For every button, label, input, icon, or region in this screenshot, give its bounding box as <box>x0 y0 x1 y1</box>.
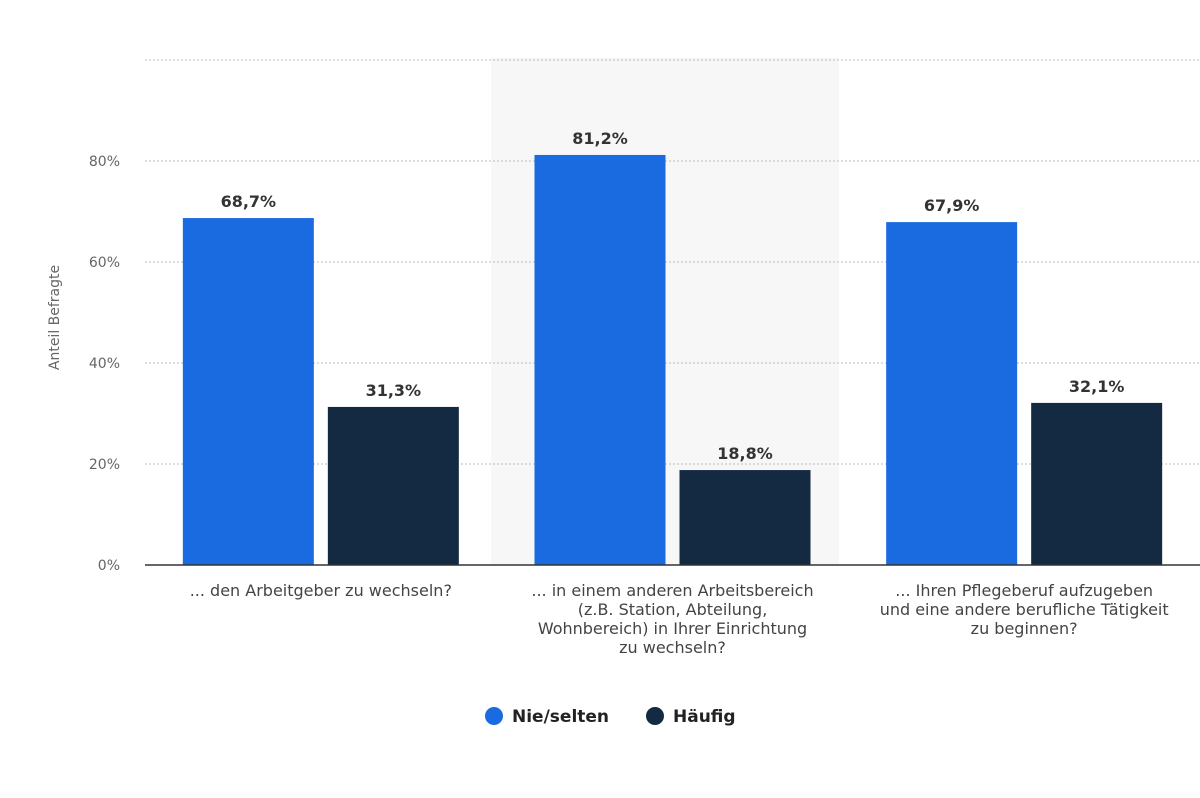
legend-label: Nie/selten <box>512 707 609 727</box>
y-tick-label: 40% <box>89 356 120 372</box>
category-label-line: ... den Arbeitgeber zu wechseln? <box>190 581 452 600</box>
data-label: 31,3% <box>366 381 422 400</box>
bar-h-ufig-0[interactable] <box>327 406 459 565</box>
data-label: 67,9% <box>924 196 980 215</box>
data-label: 68,7% <box>221 192 277 211</box>
data-label: 81,2% <box>572 129 628 148</box>
legend-item-nie-selten[interactable]: Nie/selten <box>485 707 609 727</box>
data-label: 18,8% <box>717 444 773 463</box>
bar-nie-selten-2[interactable] <box>886 222 1018 566</box>
legend[interactable]: Nie/selten Häufig <box>485 707 736 727</box>
category-label-line: (z.B. Station, Abteilung, <box>578 600 768 619</box>
category-label-line: ... in einem anderen Arbeitsbereich <box>531 581 813 600</box>
legend-label: Häufig <box>673 707 736 727</box>
data-labels: 68,7% 31,3% 81,2% 18,8% 67,9% 32,1% <box>221 129 1125 463</box>
bar-h-ufig-1[interactable] <box>679 470 811 565</box>
legend-marker <box>646 707 664 725</box>
category-label-line: und eine andere berufliche Tätigkeit <box>880 600 1169 619</box>
y-tick-label: 80% <box>89 154 120 170</box>
bar-nie-selten-1[interactable] <box>534 154 666 565</box>
bars <box>182 154 1163 566</box>
category-label-line: zu wechseln? <box>619 638 726 657</box>
y-tick-label: 60% <box>89 255 120 271</box>
y-axis-label: Anteil Befragte <box>47 265 63 370</box>
category-label: ... in einem anderen Arbeitsbereich (z.B.… <box>531 581 813 657</box>
category-label: ... den Arbeitgeber zu wechseln? <box>190 581 452 600</box>
category-label: ... Ihren Pflegeberuf aufzugeben und eine… <box>880 581 1169 638</box>
data-label: 32,1% <box>1069 377 1125 396</box>
y-tick-label: 0% <box>98 558 120 574</box>
legend-item-h-ufig[interactable]: Häufig <box>646 707 736 727</box>
legend-marker <box>485 707 503 725</box>
axes: 0% 20% 40% 60% 80% Anteil Befragte ... den Arb… <box>47 154 1200 657</box>
category-label-line: ... Ihren Pflegeberuf aufzugeben <box>895 581 1153 600</box>
bar-h-ufig-2[interactable] <box>1031 402 1163 565</box>
category-label-line: zu beginnen? <box>971 619 1078 638</box>
category-label-line: Wohnbereich) in Ihrer Einrichtung <box>538 619 807 638</box>
bar-nie-selten-0[interactable] <box>182 218 314 565</box>
y-tick-label: 20% <box>89 457 120 473</box>
